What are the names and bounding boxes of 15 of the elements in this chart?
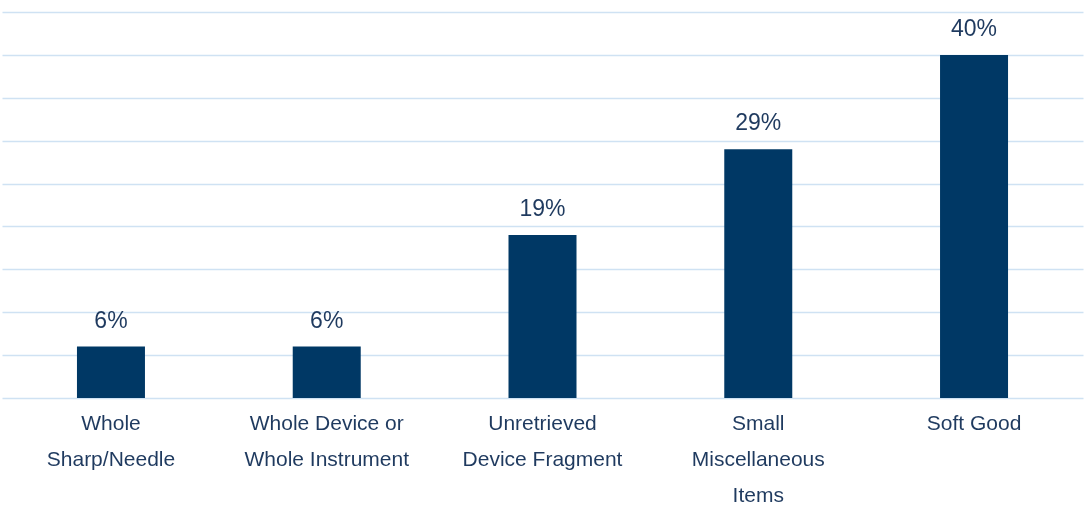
bar bbox=[292, 346, 361, 398]
x-tick-label: Whole Device or Whole Instrument bbox=[244, 410, 410, 470]
data-label: 6% bbox=[94, 306, 128, 333]
data-label: 29% bbox=[735, 109, 782, 136]
bar bbox=[940, 54, 1009, 398]
x-tick-label: Unretrieved Device Fragment bbox=[462, 410, 623, 470]
bar bbox=[724, 149, 793, 398]
x-tick-label: Small Miscellaneous Items bbox=[691, 410, 825, 506]
data-label: 40% bbox=[951, 14, 998, 41]
x-tick-label: Whole Sharp/Needle bbox=[46, 410, 176, 470]
data-label: 19% bbox=[519, 195, 566, 222]
x-tick-label: Soft Good bbox=[926, 410, 1022, 434]
bar bbox=[508, 235, 577, 398]
data-label: 6% bbox=[310, 306, 344, 333]
bar bbox=[76, 346, 145, 398]
